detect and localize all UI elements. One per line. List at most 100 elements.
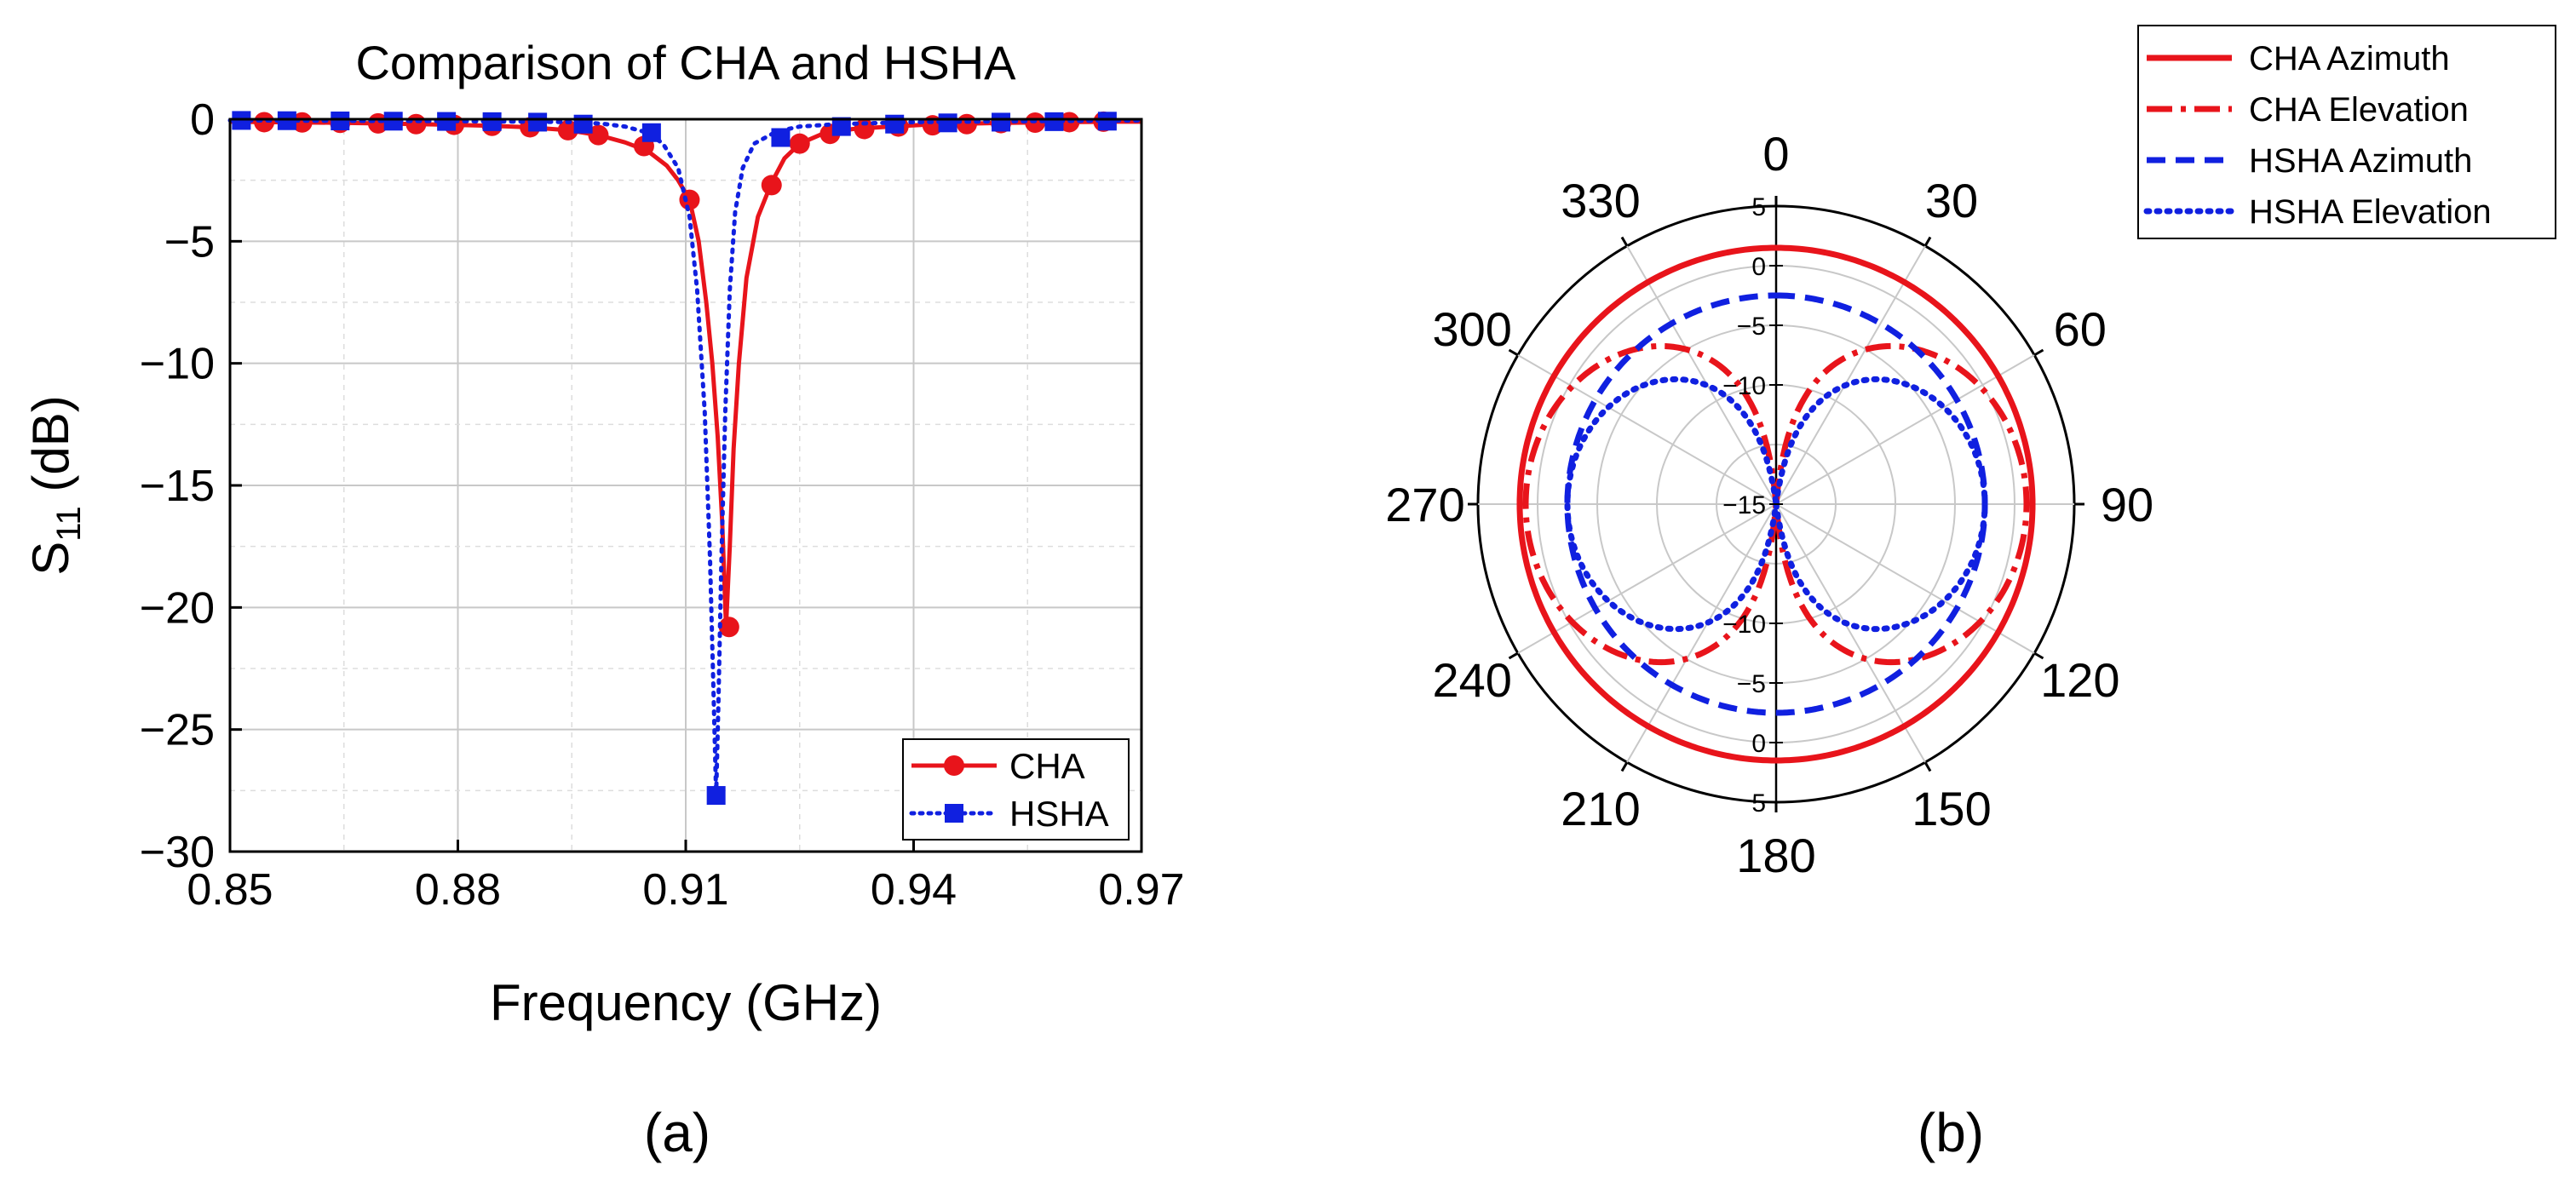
- polar-radial-tick-label: 5: [1751, 789, 1766, 818]
- ticks-a: 0.85 0.88 0.91 0.94 0.97 0 −5 −10 −15 −20 −25 −30: [140, 95, 1185, 915]
- polar-radial-tick-label: 0: [1751, 730, 1766, 758]
- polar-angle-label: 150: [1912, 782, 1991, 835]
- legend-a-cha-marker: [944, 755, 964, 776]
- polar-angle-label: 270: [1385, 478, 1464, 531]
- y-tick-label: −25: [140, 706, 215, 755]
- data-point-cha: [254, 112, 275, 133]
- panel-a-chart: 0.85 0.88 0.91 0.94 0.97 0 −5 −10 −15 −20 −25 −30 C…: [22, 36, 1185, 1031]
- data-point-hsha: [641, 123, 661, 142]
- y-tick-label: 0: [190, 95, 215, 145]
- data-point-cha: [679, 189, 700, 210]
- legend-b-box: [2137, 25, 2556, 239]
- chart-title-a: Comparison of CHA and HSHA: [355, 36, 1016, 89]
- legend-b-cha-azimuth-label: CHA Azimuth: [2249, 40, 2450, 77]
- data-point-cha: [789, 133, 810, 154]
- x-tick-label: 0.85: [187, 865, 273, 915]
- polar-radial-tick-label: −5: [1737, 670, 1766, 698]
- polar-spoke: [1517, 354, 1777, 505]
- data-point-hsha: [831, 117, 851, 136]
- data-point-hsha: [383, 112, 403, 131]
- legend-b: CHA Azimuth CHA Elevation HSHA Azimuth H…: [2137, 25, 2556, 239]
- series-layer-a: [227, 111, 1144, 806]
- y-tick-label: −30: [140, 828, 215, 877]
- polar-radial-tick-label: 5: [1751, 193, 1766, 221]
- legend-b-hsha-azimuth-label: HSHA Azimuth: [2249, 142, 2472, 180]
- data-point-cha: [405, 113, 427, 135]
- polar-angle-label: 60: [2054, 302, 2107, 356]
- polar-angle-label: 240: [1432, 653, 1511, 707]
- x-axis-label-a: Frequency (GHz): [490, 974, 882, 1031]
- polar-angle-tick: [1508, 348, 1519, 357]
- data-point-cha: [761, 175, 782, 196]
- panel-label-a: (a): [644, 1102, 710, 1163]
- y-axis-label-subscript: 11: [50, 506, 88, 542]
- polar-radial-tick-label: −10: [1722, 611, 1766, 639]
- polar-series-hsha-azimuth: [1564, 292, 1988, 716]
- y-tick-label: −5: [164, 217, 215, 267]
- polar-angle-tick: [1923, 761, 1932, 772]
- panel-b-chart: 0 30 60 90 120 150 180 210 240 270 300 330 5 0 −5 −10 −1…: [1385, 25, 2556, 882]
- x-tick-label: 0.91: [642, 865, 728, 915]
- y-tick-label: −20: [140, 583, 215, 633]
- data-point-cha: [854, 118, 875, 140]
- polar-angle-label: 210: [1561, 782, 1640, 835]
- y-tick-label: −10: [140, 340, 215, 389]
- legend-a-hsha-marker: [945, 804, 963, 823]
- polar-angle-label: 180: [1736, 829, 1815, 882]
- data-point-cha: [956, 113, 977, 135]
- legend-b-entry-cha-azimuth: CHA Azimuth: [2147, 40, 2450, 77]
- data-point-hsha: [482, 112, 502, 131]
- polar-spoke: [1626, 503, 1777, 763]
- y-axis-label-main: S: [22, 542, 79, 576]
- data-point-cha: [588, 124, 609, 146]
- polar-spoke: [1517, 503, 1777, 654]
- data-point-hsha: [437, 112, 457, 131]
- y-axis-label-unit: (dB): [22, 395, 79, 506]
- polar-angle-label: 0: [1762, 127, 1789, 181]
- data-point-hsha: [528, 112, 548, 132]
- legend-a-entry-cha: CHA: [911, 746, 1085, 786]
- x-tick-label: 0.97: [1098, 865, 1184, 915]
- polar-radial-tick-label: −5: [1737, 313, 1766, 341]
- polar-spoke: [1775, 354, 2035, 505]
- x-tick-label: 0.94: [871, 865, 957, 915]
- data-point-cha: [718, 617, 739, 638]
- polar-angle-tick: [1923, 236, 1932, 247]
- data-point-hsha: [706, 786, 726, 806]
- legend-b-cha-elevation-label: CHA Elevation: [2249, 91, 2469, 129]
- polar-spoke: [1775, 503, 2035, 654]
- legend-b-hsha-elevation-label: HSHA Elevation: [2249, 193, 2492, 231]
- polar-labels: 0 30 60 90 120 150 180 210 240 270 300 330 5 0 −5 −10 −1…: [1385, 127, 2153, 882]
- x-tick-label: 0.88: [415, 865, 501, 915]
- polar-spoke: [1775, 503, 1926, 763]
- data-point-hsha: [885, 114, 905, 134]
- polar-angle-tick: [2033, 651, 2044, 660]
- data-point-hsha: [992, 112, 1011, 132]
- legend-a-cha-label: CHA: [1009, 746, 1085, 786]
- y-axis-label-a: S11 (dB): [22, 395, 88, 576]
- polar-radial-tick-label: −10: [1722, 372, 1766, 400]
- legend-b-entry-hsha-azimuth: HSHA Azimuth: [2147, 142, 2472, 180]
- polar-radial-tick-label: 0: [1751, 253, 1766, 281]
- legend-a-hsha-label: HSHA: [1009, 794, 1109, 834]
- legend-a: CHA HSHA: [902, 738, 1130, 841]
- polar-spoke: [1775, 245, 1926, 505]
- polar-angle-label: 90: [2101, 478, 2153, 531]
- legend-b-entry-cha-elevation: CHA Elevation: [2147, 91, 2469, 129]
- polar-angle-tick: [2033, 348, 2044, 357]
- polar-angle-label: 120: [2040, 653, 2119, 707]
- polar-angle-tick: [1508, 651, 1519, 660]
- series-line-cha: [229, 119, 1141, 629]
- data-point-hsha: [1097, 112, 1117, 131]
- polar-angle-label: 330: [1561, 174, 1640, 227]
- polar-angle-tick: [1620, 761, 1629, 772]
- data-point-hsha: [573, 114, 593, 134]
- polar-angle-label: 30: [1925, 174, 1978, 227]
- legend-b-entry-hsha-elevation: HSHA Elevation: [2143, 193, 2492, 231]
- data-point-hsha: [331, 112, 350, 131]
- data-point-cha: [291, 112, 313, 133]
- polar-angle-tick: [1620, 236, 1629, 247]
- data-point-hsha: [771, 128, 791, 147]
- polar-angle-label: 300: [1432, 302, 1511, 356]
